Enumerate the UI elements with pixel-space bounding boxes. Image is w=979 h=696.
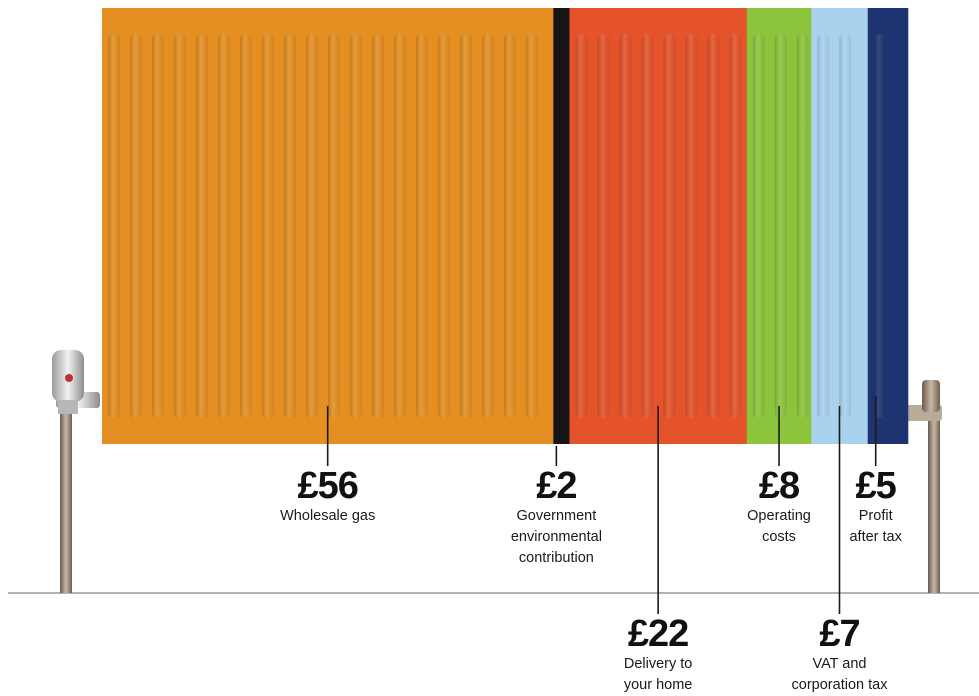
radiator-fin (328, 34, 340, 418)
radiator-fin (817, 34, 830, 418)
segment-label: £56 Wholesale gas (248, 466, 408, 527)
segment-description: environmental (510, 529, 602, 545)
segment-label: £2 Government environmental contribution (476, 466, 636, 569)
segment-label: £8 Operating costs (699, 466, 859, 548)
radiator-fin (350, 34, 362, 418)
radiator-fin (752, 34, 765, 418)
radiator-fin (152, 34, 164, 418)
radiator-fin (416, 34, 428, 418)
radiator-fin (619, 34, 632, 418)
radiator-fin (218, 34, 230, 418)
radiator-fin (460, 34, 472, 418)
radiator-fin (438, 34, 450, 418)
segment-description: costs (762, 529, 796, 545)
segment-description: VAT and (812, 656, 867, 672)
segment-label: £7 VAT and corporation tax (760, 614, 920, 696)
segment-amount: £2 (536, 465, 577, 507)
radiator-fin (597, 34, 610, 418)
segment-amount: £56 (297, 465, 358, 507)
radiator-fin (504, 34, 516, 418)
segment-bar (553, 8, 570, 444)
segment-description: Government (516, 508, 597, 524)
radiator-fin (306, 34, 318, 418)
radiator-fin (707, 34, 720, 418)
radiator-fin (482, 34, 494, 418)
radiator-fin (685, 34, 698, 418)
segment-label: £5 Profit after tax (796, 466, 956, 548)
radiator-fin (575, 34, 588, 418)
segment-bar (569, 8, 748, 444)
radiator-fin (196, 34, 208, 418)
segment-description: Profit (858, 508, 893, 524)
right-valve-pipe (906, 380, 942, 593)
radiator-fin (174, 34, 186, 418)
radiator-fin (262, 34, 274, 418)
segment-description: your home (623, 677, 693, 693)
left-valve-pipe (52, 350, 100, 593)
radiator-fin (839, 34, 852, 418)
segment-amount: £5 (855, 465, 897, 507)
radiator-fin (774, 34, 787, 418)
radiator-fin (130, 34, 142, 418)
radiator-fin (796, 34, 809, 418)
segment-description: Wholesale gas (280, 508, 376, 524)
radiator-fin (240, 34, 252, 418)
segment-description: Delivery to (623, 656, 693, 672)
segment-description: after tax (849, 529, 902, 545)
segment-label: £22 Delivery to your home (578, 614, 738, 696)
radiator-fin (108, 34, 120, 418)
radiator-fin (284, 34, 296, 418)
radiator-fin (526, 34, 538, 418)
segment-description: corporation tax (791, 677, 888, 693)
segment-description: contribution (518, 550, 594, 566)
radiator-fin (729, 34, 742, 418)
radiator-fin (372, 34, 384, 418)
radiator-fin (394, 34, 406, 418)
segment-amount: £22 (627, 613, 689, 655)
segment-amount: £7 (819, 613, 860, 655)
radiator-fin (641, 34, 654, 418)
segment-description: Operating (747, 508, 811, 524)
radiator-fin (663, 34, 676, 418)
radiator-fin (873, 34, 886, 418)
segment-amount: £8 (758, 465, 800, 507)
